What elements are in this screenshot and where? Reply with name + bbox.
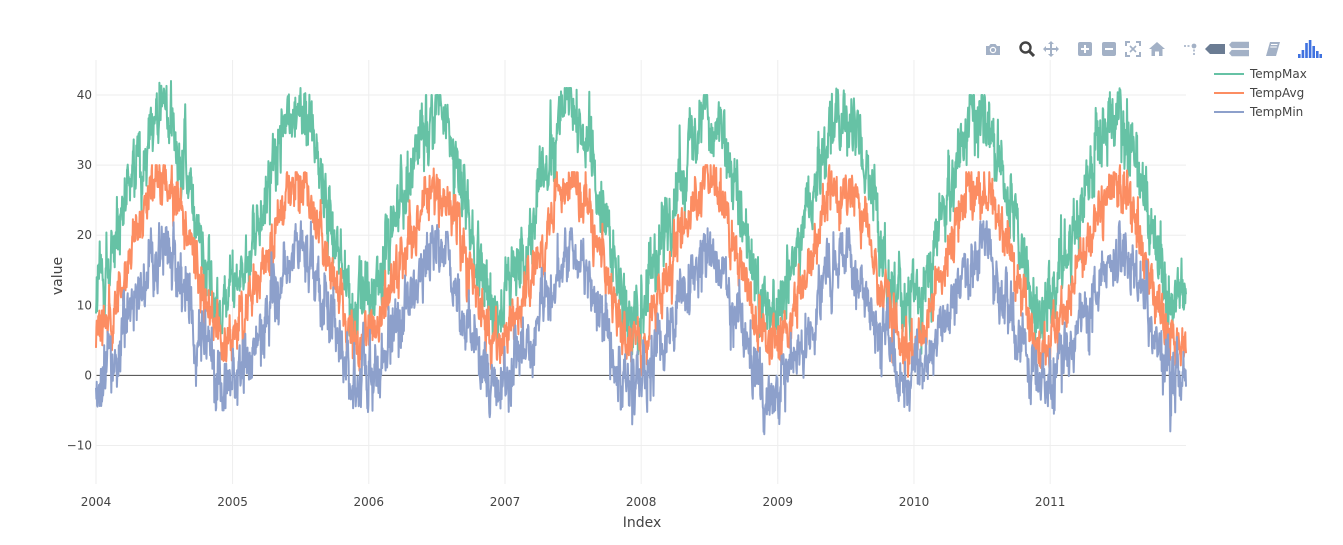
- camera-icon: [986, 44, 1000, 55]
- series-line-tempavg: [95, 164, 1187, 378]
- y-tick-label: 40: [77, 88, 92, 102]
- modebar-group-nav: [1015, 39, 1063, 59]
- series-line-tempmax: [95, 80, 1187, 356]
- x-tick-label: 2010: [899, 495, 930, 509]
- pan-button[interactable]: [1041, 39, 1061, 59]
- modebar-group-export: [981, 39, 1005, 59]
- series-layer: [95, 80, 1187, 436]
- x-tick-label: 2006: [354, 495, 385, 509]
- legend-label: TempMin: [1249, 105, 1303, 119]
- modebar-group-hover: [1179, 39, 1251, 59]
- legend-label: TempMax: [1249, 67, 1307, 81]
- zoom-out-button[interactable]: [1099, 39, 1119, 59]
- hover-closest-button[interactable]: [1205, 39, 1225, 59]
- x-tick-label: 2009: [762, 495, 793, 509]
- y-tick-label: 20: [77, 228, 92, 242]
- zoom-out-icon: [1102, 42, 1116, 56]
- legend-item-tempavg[interactable]: TempAvg: [1214, 86, 1304, 100]
- y-tick-label: −10: [67, 438, 92, 452]
- spike-lines-icon: [1184, 43, 1197, 55]
- modebar-group-logo: [1295, 39, 1325, 59]
- zoom-button[interactable]: [1017, 39, 1037, 59]
- legend-item-tempmax[interactable]: TempMax: [1214, 67, 1307, 81]
- hover-closest-icon: [1205, 44, 1225, 54]
- zoom-icon: [1019, 41, 1035, 57]
- y-tick-label: 10: [77, 298, 92, 312]
- legend[interactable]: TempMax TempAvg TempMin: [1214, 67, 1307, 119]
- zoom-in-button[interactable]: [1075, 39, 1095, 59]
- series-line-tempmin: [95, 220, 1187, 436]
- autoscale-icon: [1125, 41, 1141, 57]
- hover-compare-icon: [1229, 41, 1249, 57]
- edit-in-chart-studio-button[interactable]: [1263, 39, 1283, 59]
- toggle-spike-lines-button[interactable]: [1181, 39, 1201, 59]
- modebar-group-edit: [1261, 39, 1285, 59]
- y-tick-label: 30: [77, 158, 92, 172]
- modebar-group-zoom: [1073, 39, 1169, 59]
- edit-in-chart-studio-icon: [1266, 42, 1280, 56]
- zoom-in-icon: [1078, 42, 1092, 56]
- x-axis-title: Index: [623, 515, 662, 531]
- legend-label: TempAvg: [1249, 86, 1304, 100]
- x-tick-labels: 2004 2005 2006 2007 2008 2009 2010 2011: [81, 495, 1066, 509]
- x-tick-label: 2004: [81, 495, 112, 509]
- x-tick-label: 2007: [490, 495, 521, 509]
- plotly-logo-icon: [1298, 40, 1322, 58]
- plotly-logo-link[interactable]: [1297, 39, 1323, 59]
- grid-layer: [95, 60, 1186, 484]
- home-icon: [1149, 42, 1165, 56]
- autoscale-button[interactable]: [1123, 39, 1143, 59]
- download-plot-button[interactable]: [983, 39, 1003, 59]
- y-axis-title: value: [50, 257, 66, 295]
- x-tick-label: 2008: [626, 495, 657, 509]
- x-tick-label: 2005: [217, 495, 248, 509]
- reset-axes-button[interactable]: [1147, 39, 1167, 59]
- x-tick-label: 2011: [1035, 495, 1066, 509]
- y-tick-label: 0: [84, 368, 92, 382]
- y-tick-labels: −10 0 10 20 30 40: [67, 88, 92, 452]
- modebar: [971, 38, 1325, 60]
- legend-item-tempmin[interactable]: TempMin: [1214, 105, 1303, 119]
- pan-icon: [1043, 41, 1059, 57]
- hover-compare-button[interactable]: [1229, 39, 1249, 59]
